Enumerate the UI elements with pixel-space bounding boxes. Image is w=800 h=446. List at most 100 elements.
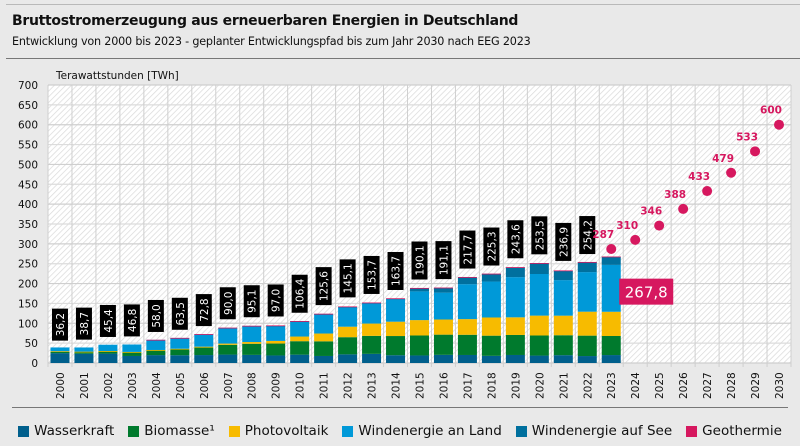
total-label-box: [171, 297, 188, 330]
bar-segment-geothermie: [577, 261, 597, 263]
legend-swatch: [128, 425, 140, 437]
x-tick-label: 2006: [199, 372, 211, 399]
target-point: [750, 146, 761, 157]
target-label: 388: [664, 189, 686, 201]
bar-segment-biomasse-: [74, 351, 94, 354]
bar-segment-windenergie-auf-see: [457, 277, 477, 285]
x-tick-label: 2016: [438, 372, 450, 399]
total-label: 153,7: [367, 260, 379, 290]
total-label-box: [267, 284, 284, 317]
total-label-box: [147, 299, 164, 332]
x-tick-label: 2030: [774, 372, 786, 399]
bar-segment-biomasse-: [146, 350, 166, 356]
bar-segment-photovoltaik: [362, 323, 382, 336]
legend-label: Windenergie auf See: [531, 423, 673, 439]
x-tick-label: 2021: [558, 372, 570, 399]
bar-segment-wasserkraft: [433, 354, 453, 363]
total-label-box: [459, 230, 476, 269]
bar-segment-biomasse-: [410, 335, 429, 356]
x-axis-ticks: 2000 2001 2002 2003 2004 2005 2006 2007 2008 2009…: [55, 372, 786, 399]
total-label: 190,1: [415, 245, 427, 275]
bar-segment-wasserkraft: [505, 354, 525, 363]
legend-item: Windenergie an Land: [342, 423, 502, 439]
target-point: [702, 186, 713, 197]
bar-segment-windenergie-an-land: [505, 277, 525, 318]
y-axis-ticks: 0 50 100 150 200 250 300 350 400 450 500 550 600 650 7…: [18, 80, 38, 370]
bar-segment-windenergie-auf-see: [601, 256, 621, 265]
legend-label: Photovoltaik: [244, 423, 329, 439]
bar-segment-windenergie-an-land: [122, 344, 142, 352]
legend-swatch: [18, 425, 30, 437]
bar-segment-windenergie-an-land: [194, 334, 214, 347]
chart-area: Terawattstunden [TWh] 0 50 100 150 200 250 300…: [18, 70, 792, 399]
bar-segment-wasserkraft: [314, 355, 334, 363]
bar-segment-windenergie-an-land: [362, 303, 382, 324]
legend: Wasserkraft Biomasse¹ Photovoltaik Windener…: [0, 423, 800, 439]
x-tick-label: 2008: [247, 372, 259, 399]
total-label: 253,5: [534, 220, 546, 250]
bar-segment-wasserkraft: [146, 355, 166, 363]
bar-segment-biomasse-: [122, 352, 142, 356]
bar-segment-windenergie-an-land: [218, 327, 238, 344]
top-border: [6, 4, 800, 5]
bar-segment-wasserkraft: [529, 355, 549, 363]
legend-item: Photovoltaik: [228, 423, 329, 439]
y-tick-label: 500: [18, 159, 38, 171]
bar-segment-photovoltaik: [553, 315, 573, 336]
bar-segment-biomasse-: [601, 335, 621, 356]
total-label: 254,2: [582, 220, 594, 250]
bar-segment-geothermie: [266, 325, 286, 327]
bar-segment-wasserkraft: [194, 355, 214, 363]
total-label-box: [483, 227, 500, 266]
x-tick-label: 2020: [534, 372, 546, 399]
total-label-box: [387, 251, 404, 290]
y-tick-label: 650: [18, 100, 38, 112]
bar-segment-wasserkraft: [601, 355, 621, 363]
y-tick-label: 550: [18, 140, 38, 152]
legend-label: Wasserkraft: [34, 423, 115, 439]
bar-segment-biomasse-: [266, 343, 286, 356]
bar-segment-photovoltaik: [505, 317, 525, 335]
bar-segment-biomasse-: [481, 335, 501, 356]
bar-segment-photovoltaik: [266, 340, 286, 344]
total-label-box: [195, 294, 212, 327]
y-tick-label: 600: [18, 120, 38, 132]
bar-segment-geothermie: [410, 287, 429, 289]
target-point: [630, 234, 641, 245]
bar-segment-windenergie-auf-see: [481, 273, 501, 282]
bar-segment-photovoltaik: [218, 343, 238, 345]
target-point: [774, 119, 785, 130]
bar-segment-biomasse-: [386, 336, 406, 356]
bar-segment-windenergie-an-land: [553, 280, 573, 316]
bar-segment-photovoltaik: [98, 351, 118, 352]
bar-segment-windenergie-an-land: [242, 325, 262, 343]
legend-swatch: [342, 425, 354, 437]
bar-segment-wasserkraft: [386, 355, 406, 363]
x-tick-label: 2018: [486, 372, 498, 399]
total-label: 90,0: [223, 292, 235, 315]
total-label-box: [291, 274, 308, 313]
target-label: 600: [760, 105, 782, 117]
bar-segment-photovoltaik: [122, 351, 142, 353]
highlight-label: 267,8: [625, 284, 668, 302]
x-tick-label: 2019: [510, 372, 522, 399]
bar-segment-windenergie-an-land: [170, 337, 190, 349]
y-tick-label: 300: [18, 239, 38, 251]
y-tick-label: 450: [18, 179, 38, 191]
bar-segment-geothermie: [290, 321, 310, 322]
bar-segment-geothermie: [529, 262, 549, 264]
header-divider: [6, 58, 800, 59]
bar-segment-biomasse-: [457, 334, 477, 355]
x-tick-label: 2012: [343, 372, 355, 399]
bar-segment-windenergie-an-land: [601, 264, 621, 312]
total-label: 97,0: [271, 289, 283, 312]
bar-segment-photovoltaik: [170, 348, 190, 350]
total-label-box: [315, 267, 332, 306]
bar-segment-photovoltaik: [481, 317, 501, 336]
bar-segment-biomasse-: [314, 341, 334, 356]
bar-segment-biomasse-: [242, 343, 262, 355]
bar-segment-photovoltaik: [529, 315, 549, 336]
bar-segment-wasserkraft: [122, 355, 142, 363]
legend-swatch: [228, 425, 240, 437]
x-tick-label: 2024: [630, 372, 642, 399]
